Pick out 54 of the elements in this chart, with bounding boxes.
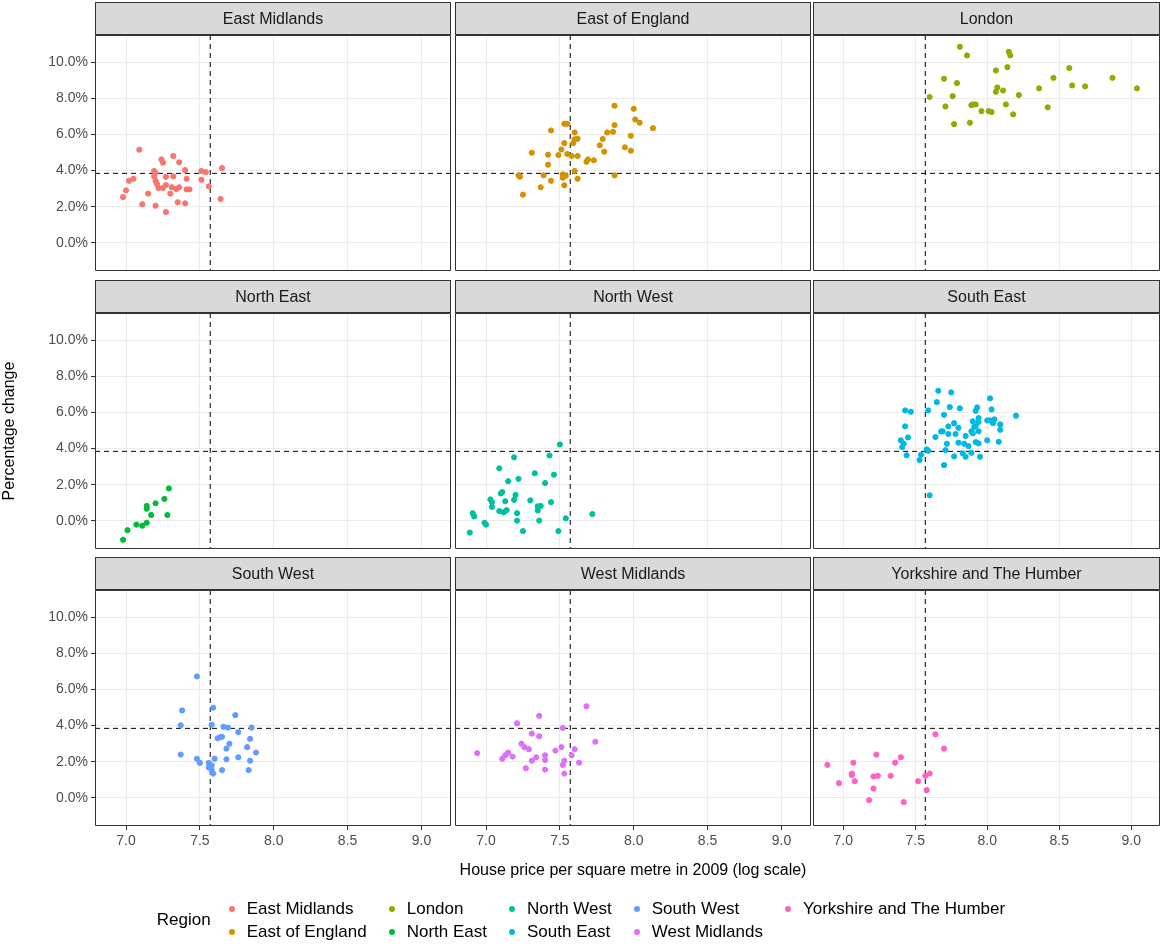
- y-tick-label: 4.0%: [56, 716, 88, 733]
- y-tick-label: 10.0%: [48, 607, 88, 624]
- chart-title: South East: [947, 287, 1026, 306]
- x-tick-label: 7.0: [833, 832, 854, 849]
- x-axis-title: House price per square metre in 2009 (log scale): [459, 860, 807, 878]
- x-tick-label: 8.5: [1049, 832, 1070, 849]
- chart-title: West Midlands: [580, 564, 686, 583]
- y-tick-label: 8.0%: [56, 644, 88, 661]
- x-tick-label: 7.0: [476, 832, 496, 849]
- x-tick-label: 7.5: [550, 832, 570, 849]
- x-tick-label: 9.0: [1121, 832, 1142, 849]
- y-tick-label: 10.0%: [48, 52, 88, 69]
- chart-title: East of England: [576, 9, 690, 28]
- y-tick-label: 4.0%: [56, 161, 88, 178]
- y-tick-label: 0.0%: [56, 788, 88, 805]
- y-tick-label: 2.0%: [56, 475, 88, 492]
- chart-title: East Midlands: [222, 9, 324, 28]
- legend-label: North West: [526, 897, 612, 920]
- y-tick-label: 2.0%: [56, 752, 88, 769]
- x-tick-label: 9.0: [771, 832, 792, 849]
- y-tick-label: 10.0%: [48, 330, 88, 347]
- chart-title: London: [959, 9, 1014, 28]
- x-tick-label: 8.0: [977, 832, 998, 849]
- legend-label: West Midlands: [650, 920, 763, 943]
- legend-label: Yorkshire and The Humber: [801, 897, 1006, 920]
- legend-title: Region: [156, 910, 211, 930]
- x-tick-label: 7.5: [190, 832, 210, 849]
- chart-title: North East: [235, 287, 311, 306]
- legend-label: North East: [405, 920, 488, 943]
- x-tick-label: 7.5: [905, 832, 926, 849]
- x-tick-label: 7.0: [116, 832, 136, 849]
- x-tick-label: 9.0: [411, 832, 432, 849]
- legend-label: East Midlands: [245, 897, 355, 920]
- legend-label: East of England: [245, 920, 367, 943]
- y-tick-label: 0.0%: [56, 233, 88, 250]
- y-tick-label: 0.0%: [56, 511, 88, 528]
- y-tick-label: 6.0%: [56, 403, 88, 420]
- chart-title: Yorkshire and The Humber: [891, 564, 1082, 583]
- x-tick-label: 8.5: [697, 832, 718, 849]
- y-tick-label: 8.0%: [56, 367, 88, 384]
- legend-label: London: [405, 897, 465, 920]
- y-tick-label: 6.0%: [56, 680, 88, 697]
- y-tick-label: 2.0%: [56, 197, 88, 214]
- x-tick-label: 8.0: [624, 832, 644, 849]
- legend-label: South West: [650, 897, 741, 920]
- y-tick-label: 6.0%: [56, 125, 88, 142]
- chart-title: South West: [231, 564, 315, 583]
- y-axis-title: Percentage change: [0, 361, 18, 501]
- chart-title: North West: [593, 287, 673, 306]
- x-tick-label: 8.0: [264, 832, 284, 849]
- x-tick-label: 8.5: [337, 832, 358, 849]
- legend-label: South East: [526, 920, 612, 943]
- y-tick-label: 4.0%: [56, 439, 88, 456]
- y-tick-label: 8.0%: [56, 89, 88, 106]
